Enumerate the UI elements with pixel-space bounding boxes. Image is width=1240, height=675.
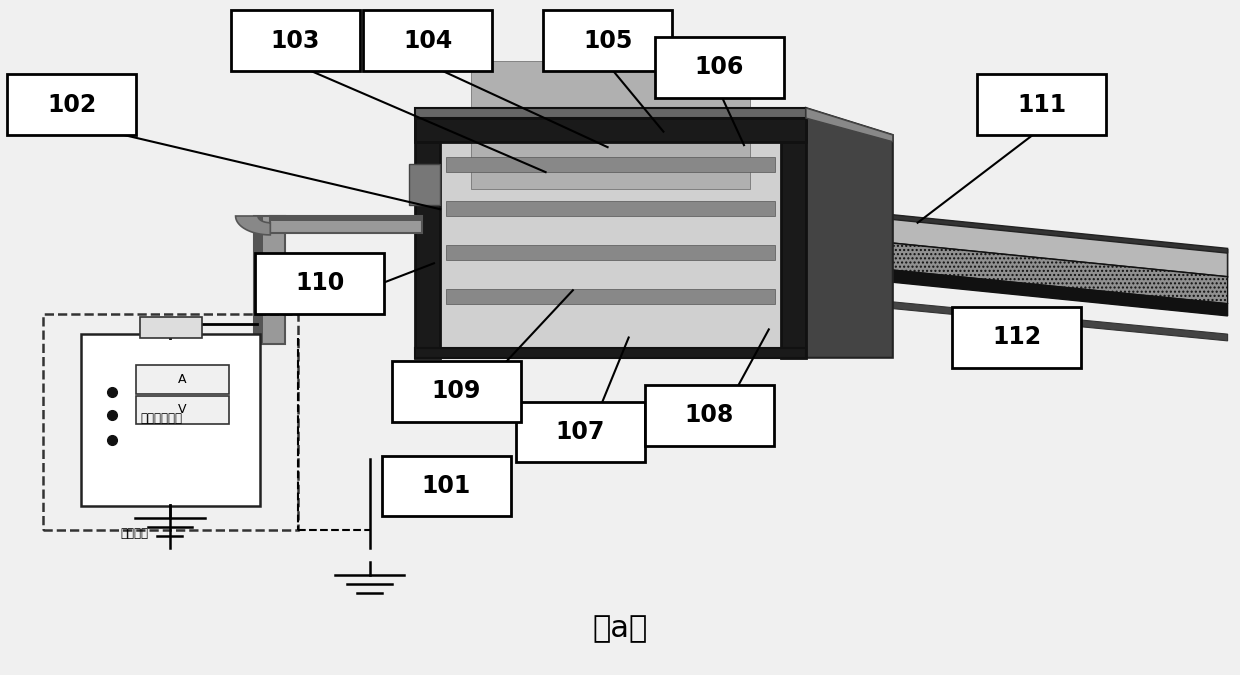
Polygon shape: [254, 216, 285, 344]
Bar: [231, 10, 360, 71]
Bar: [446, 201, 775, 216]
Polygon shape: [422, 167, 1228, 253]
Polygon shape: [270, 216, 422, 221]
Text: 109: 109: [432, 379, 481, 404]
Text: 111: 111: [1017, 92, 1066, 117]
Bar: [446, 157, 775, 172]
Bar: [81, 334, 260, 506]
Text: 107: 107: [556, 420, 605, 444]
Bar: [543, 10, 672, 71]
Polygon shape: [422, 167, 1228, 277]
Text: V: V: [179, 403, 186, 416]
Bar: [363, 10, 492, 71]
Bar: [382, 456, 511, 516]
Bar: [446, 289, 775, 304]
Bar: [140, 317, 202, 338]
Bar: [446, 245, 775, 260]
Polygon shape: [440, 142, 781, 348]
Polygon shape: [422, 196, 1228, 304]
Polygon shape: [806, 108, 893, 358]
Text: 屏蔽机算: 屏蔽机算: [120, 526, 148, 540]
Bar: [255, 253, 384, 314]
Polygon shape: [415, 118, 440, 358]
Polygon shape: [270, 216, 422, 233]
Text: 103: 103: [270, 28, 320, 53]
Text: （a）: （a）: [593, 615, 647, 643]
Text: 106: 106: [694, 55, 744, 80]
Bar: [409, 164, 440, 205]
Text: 105: 105: [583, 28, 632, 53]
Polygon shape: [415, 348, 806, 358]
Bar: [136, 396, 229, 424]
Polygon shape: [236, 216, 270, 235]
Polygon shape: [781, 118, 806, 358]
Bar: [655, 37, 784, 98]
Text: 108: 108: [684, 403, 734, 427]
Text: 112: 112: [992, 325, 1042, 350]
Bar: [136, 365, 229, 394]
Polygon shape: [422, 256, 1228, 341]
Polygon shape: [422, 223, 1228, 316]
Text: 101: 101: [422, 474, 471, 498]
Text: 102: 102: [47, 92, 97, 117]
Polygon shape: [806, 108, 893, 142]
Bar: [516, 402, 645, 462]
Bar: [977, 74, 1106, 135]
Polygon shape: [415, 118, 806, 142]
Text: 104: 104: [403, 28, 453, 53]
Bar: [952, 307, 1081, 368]
Bar: [7, 74, 136, 135]
Text: 高压直流电源: 高压直流电源: [140, 412, 182, 425]
Polygon shape: [254, 216, 263, 344]
Bar: [645, 385, 774, 446]
Bar: [43, 314, 298, 530]
Bar: [471, 61, 750, 189]
Bar: [392, 361, 521, 422]
Text: 110: 110: [295, 271, 345, 296]
Polygon shape: [415, 108, 806, 118]
Text: A: A: [179, 373, 186, 386]
